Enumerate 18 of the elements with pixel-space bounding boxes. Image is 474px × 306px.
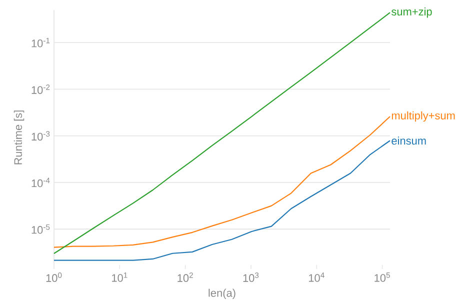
y-tick-label: 10$^{-2}$ [32, 84, 50, 94]
x-tick-label: 10$^{3}$ [243, 272, 259, 282]
y-tick-label: 10$^{-3}$ [32, 131, 50, 141]
series-label: multiply+sum [392, 111, 455, 122]
x-tick-label: 10$^{0}$ [46, 272, 62, 282]
x-tick-label: 10$^{5}$ [374, 272, 390, 282]
line-series [53, 12, 391, 254]
y-tick-label: 10$^{-1}$ [32, 38, 50, 48]
y-tick-label: 10$^{-5}$ [32, 224, 50, 234]
x-tick-label: 10$^{1}$ [112, 272, 128, 282]
x-axis-title: len(a) [208, 288, 236, 299]
x-tick-label: 10$^{4}$ [308, 272, 324, 282]
line-series [53, 116, 391, 248]
x-tick-label: 10$^{2}$ [178, 272, 193, 282]
y-tick-label: 10$^{-4}$ [32, 178, 50, 188]
series-label: einsum [392, 136, 426, 145]
series-label: sum+zip [392, 7, 432, 18]
y-axis-title: Runtime [s] [14, 110, 24, 164]
